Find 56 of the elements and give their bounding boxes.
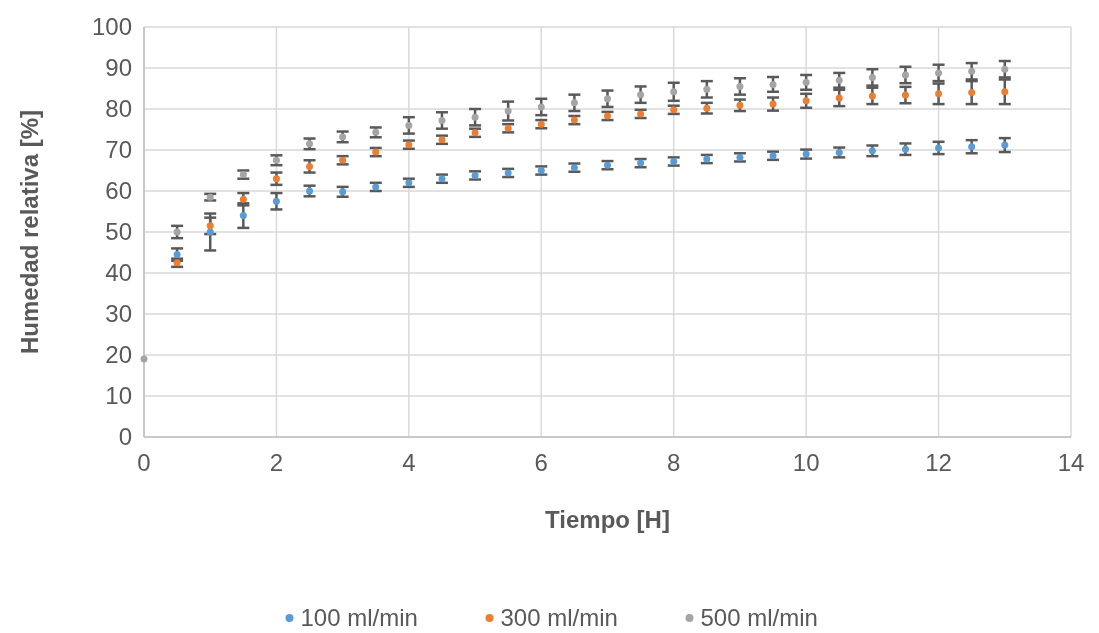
point	[703, 85, 711, 93]
point	[140, 355, 148, 363]
point	[1001, 65, 1009, 73]
point	[438, 116, 446, 124]
x-tick-label: 4	[402, 449, 416, 476]
point	[769, 80, 777, 88]
legend-label: 500 ml/min	[700, 604, 818, 632]
point	[802, 97, 810, 105]
point	[901, 71, 909, 79]
point	[206, 222, 214, 230]
point	[935, 69, 943, 77]
point	[1001, 141, 1009, 149]
y-tick-label: 70	[105, 136, 132, 164]
point	[537, 103, 545, 111]
point	[968, 89, 976, 97]
x-tick-label: 12	[925, 449, 952, 476]
legend-label: 300 ml/min	[500, 604, 618, 632]
x-axis-title: Tiempo [H]	[545, 506, 670, 533]
y-tick-label: 80	[105, 95, 132, 123]
x-tick-label: 6	[534, 449, 548, 476]
point	[868, 92, 876, 100]
point	[1001, 88, 1009, 96]
x-tick-label: 0	[137, 449, 151, 476]
y-tick-label: 60	[105, 177, 132, 205]
point	[405, 121, 413, 129]
y-axis-title: Humedad relativa [%]	[16, 109, 43, 355]
point	[835, 94, 843, 102]
point	[239, 212, 247, 220]
y-tick-label: 50	[105, 218, 132, 246]
y-tick-label: 10	[105, 382, 132, 410]
point	[604, 95, 611, 103]
point	[272, 197, 280, 205]
x-tick-label: 14	[1057, 449, 1085, 476]
point	[570, 99, 578, 107]
point	[206, 228, 214, 236]
point	[868, 73, 876, 81]
legend-label: 100 ml/min	[300, 604, 418, 632]
y-tick-label: 30	[105, 300, 132, 328]
point	[736, 82, 744, 90]
y-tick-label: 100	[91, 13, 132, 41]
point	[670, 88, 678, 96]
y-tick-label: 40	[105, 259, 132, 287]
x-tick-label: 8	[667, 449, 681, 476]
point	[835, 76, 843, 84]
point	[901, 91, 909, 99]
x-tick-label: 10	[792, 449, 820, 476]
y-tick-label: 90	[105, 54, 132, 82]
point	[471, 113, 479, 121]
point	[504, 107, 512, 115]
point	[968, 67, 976, 75]
x-tick-label: 2	[269, 449, 284, 476]
y-tick-label: 0	[118, 423, 132, 451]
point	[637, 91, 645, 99]
point	[935, 90, 943, 98]
point	[802, 78, 810, 86]
y-tick-label: 20	[105, 341, 132, 369]
